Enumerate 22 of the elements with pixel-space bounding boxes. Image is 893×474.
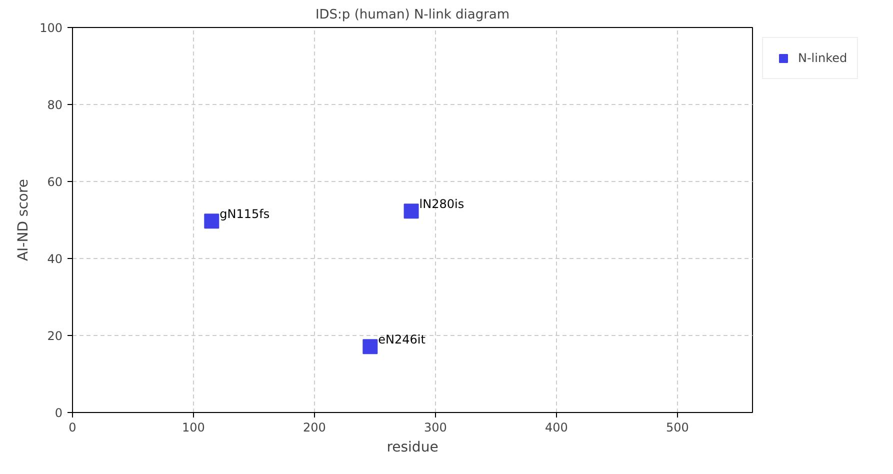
y-tick-label: 80	[47, 98, 63, 112]
x-tick-label: 500	[666, 420, 689, 434]
x-tick-label: 300	[424, 420, 447, 434]
x-tick-label: 100	[182, 420, 205, 434]
annotation: gN115fs	[220, 207, 270, 222]
y-axis-title: AI-ND score	[16, 178, 32, 262]
x-tick-label: 400	[545, 420, 568, 434]
x-tick-label: 200	[303, 420, 326, 434]
x-axis-title: residue	[386, 440, 438, 456]
y-tick-label: 0	[54, 406, 63, 420]
point	[362, 339, 378, 354]
y-tick-label: 40	[47, 252, 63, 266]
annotation: lN280is	[419, 197, 464, 212]
legend-label: N-linked	[798, 51, 848, 65]
point	[404, 204, 419, 219]
y-tick-label: 100	[40, 21, 62, 35]
y-tick-label: 20	[47, 329, 63, 343]
annotation: eN246it	[378, 332, 426, 347]
point	[204, 214, 220, 229]
y-tick-label: 60	[47, 175, 63, 189]
chart-title: IDS:p (human) N-link diagram	[315, 8, 510, 22]
x-tick-label: 0	[68, 420, 76, 434]
